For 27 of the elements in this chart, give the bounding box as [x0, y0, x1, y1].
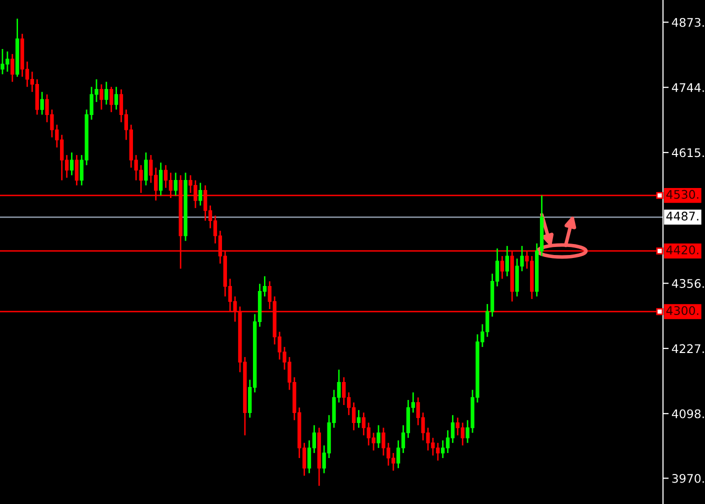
candlestick — [158, 162, 163, 196]
candlestick — [40, 91, 44, 116]
candlestick — [109, 86, 114, 113]
y-tick-label: 4227. — [672, 344, 704, 353]
candlestick — [10, 53, 14, 83]
ref-line-label: 4300. — [666, 306, 698, 316]
candlestick — [144, 152, 148, 186]
candlestick — [376, 424, 380, 449]
candlestick — [114, 86, 118, 110]
candlestick — [356, 409, 361, 428]
candlestick — [500, 255, 504, 280]
y-tick-label: 4615. — [672, 148, 704, 158]
candlestick — [505, 245, 509, 277]
y-tick-label: 4744. — [672, 83, 704, 92]
candlestick — [174, 172, 178, 196]
ref-line-label: 4487. — [666, 212, 698, 221]
y-tick-label: 3970. — [672, 474, 704, 483]
ref-line-label: 4420. — [666, 245, 698, 254]
y-tick-label: 4098. — [672, 409, 704, 418]
candlestick — [104, 81, 108, 106]
candlestick — [70, 152, 74, 176]
ref-line-label: 4530. — [666, 190, 698, 199]
candlestick — [100, 84, 104, 110]
y-tick-label: 4356. — [672, 279, 704, 288]
candlestick — [74, 154, 79, 186]
y-tick-label: 4873. — [672, 18, 704, 27]
candlestick — [198, 182, 202, 206]
